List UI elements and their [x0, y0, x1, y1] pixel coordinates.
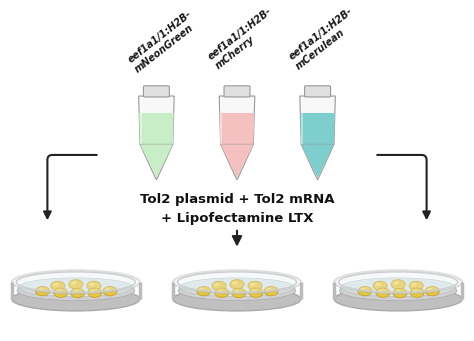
Ellipse shape	[217, 290, 222, 293]
Text: eef1a1/1:H2B-
mCherry: eef1a1/1:H2B- mCherry	[206, 6, 281, 71]
Ellipse shape	[376, 288, 390, 297]
Ellipse shape	[17, 281, 135, 300]
Ellipse shape	[199, 288, 204, 292]
Ellipse shape	[12, 287, 140, 311]
Ellipse shape	[12, 270, 140, 294]
Ellipse shape	[38, 288, 43, 292]
FancyBboxPatch shape	[224, 86, 250, 97]
Ellipse shape	[378, 290, 383, 293]
Ellipse shape	[248, 281, 262, 291]
Ellipse shape	[71, 288, 85, 298]
Ellipse shape	[197, 286, 211, 296]
Ellipse shape	[234, 290, 239, 293]
Ellipse shape	[53, 283, 58, 286]
Ellipse shape	[89, 283, 94, 286]
Ellipse shape	[87, 281, 101, 291]
Ellipse shape	[425, 286, 439, 296]
Ellipse shape	[179, 278, 294, 297]
Ellipse shape	[230, 280, 244, 289]
FancyBboxPatch shape	[144, 86, 169, 97]
Ellipse shape	[358, 286, 372, 296]
Ellipse shape	[232, 281, 237, 284]
Ellipse shape	[51, 281, 65, 291]
Polygon shape	[221, 144, 253, 177]
Ellipse shape	[71, 281, 76, 284]
Ellipse shape	[103, 286, 117, 296]
Ellipse shape	[215, 288, 229, 297]
Polygon shape	[220, 113, 254, 144]
Ellipse shape	[410, 288, 424, 297]
Text: eef1a1/1:H2B-
mCerulean: eef1a1/1:H2B- mCerulean	[287, 6, 362, 71]
Ellipse shape	[428, 288, 433, 292]
Ellipse shape	[173, 287, 301, 311]
Ellipse shape	[340, 278, 456, 297]
Polygon shape	[219, 96, 255, 144]
Ellipse shape	[36, 286, 50, 296]
Ellipse shape	[251, 290, 256, 293]
Ellipse shape	[412, 290, 418, 293]
Ellipse shape	[409, 281, 423, 291]
Ellipse shape	[411, 283, 417, 286]
Polygon shape	[221, 144, 253, 180]
Ellipse shape	[54, 288, 68, 297]
Ellipse shape	[334, 270, 462, 294]
Ellipse shape	[334, 287, 462, 311]
Ellipse shape	[178, 281, 296, 300]
Polygon shape	[138, 96, 174, 144]
Polygon shape	[139, 113, 173, 144]
Ellipse shape	[173, 270, 301, 294]
Ellipse shape	[395, 290, 401, 293]
Ellipse shape	[88, 288, 102, 297]
Ellipse shape	[250, 283, 255, 286]
Ellipse shape	[373, 281, 387, 291]
Ellipse shape	[393, 281, 399, 284]
Ellipse shape	[212, 281, 226, 291]
Ellipse shape	[105, 288, 110, 292]
Ellipse shape	[56, 290, 61, 293]
Polygon shape	[140, 144, 173, 177]
Ellipse shape	[249, 288, 263, 297]
Ellipse shape	[214, 283, 219, 286]
Ellipse shape	[360, 288, 365, 292]
Polygon shape	[301, 144, 334, 180]
Polygon shape	[301, 113, 335, 144]
Ellipse shape	[264, 286, 278, 296]
Text: eef1a1/1:H2B-
mNeonGreen: eef1a1/1:H2B- mNeonGreen	[126, 9, 201, 74]
Ellipse shape	[391, 280, 405, 289]
Text: Tol2 plasmid + Tol2 mRNA: Tol2 plasmid + Tol2 mRNA	[140, 193, 334, 206]
Ellipse shape	[339, 281, 457, 300]
Ellipse shape	[232, 288, 246, 298]
Ellipse shape	[90, 290, 95, 293]
Polygon shape	[301, 144, 334, 177]
Ellipse shape	[375, 283, 381, 286]
Polygon shape	[140, 144, 173, 180]
Polygon shape	[300, 96, 336, 144]
Text: + Lipofectamine LTX: + Lipofectamine LTX	[161, 212, 313, 225]
Ellipse shape	[393, 288, 407, 298]
Ellipse shape	[69, 280, 83, 289]
Ellipse shape	[266, 288, 272, 292]
FancyBboxPatch shape	[305, 86, 330, 97]
Ellipse shape	[18, 278, 134, 297]
Ellipse shape	[73, 290, 78, 293]
